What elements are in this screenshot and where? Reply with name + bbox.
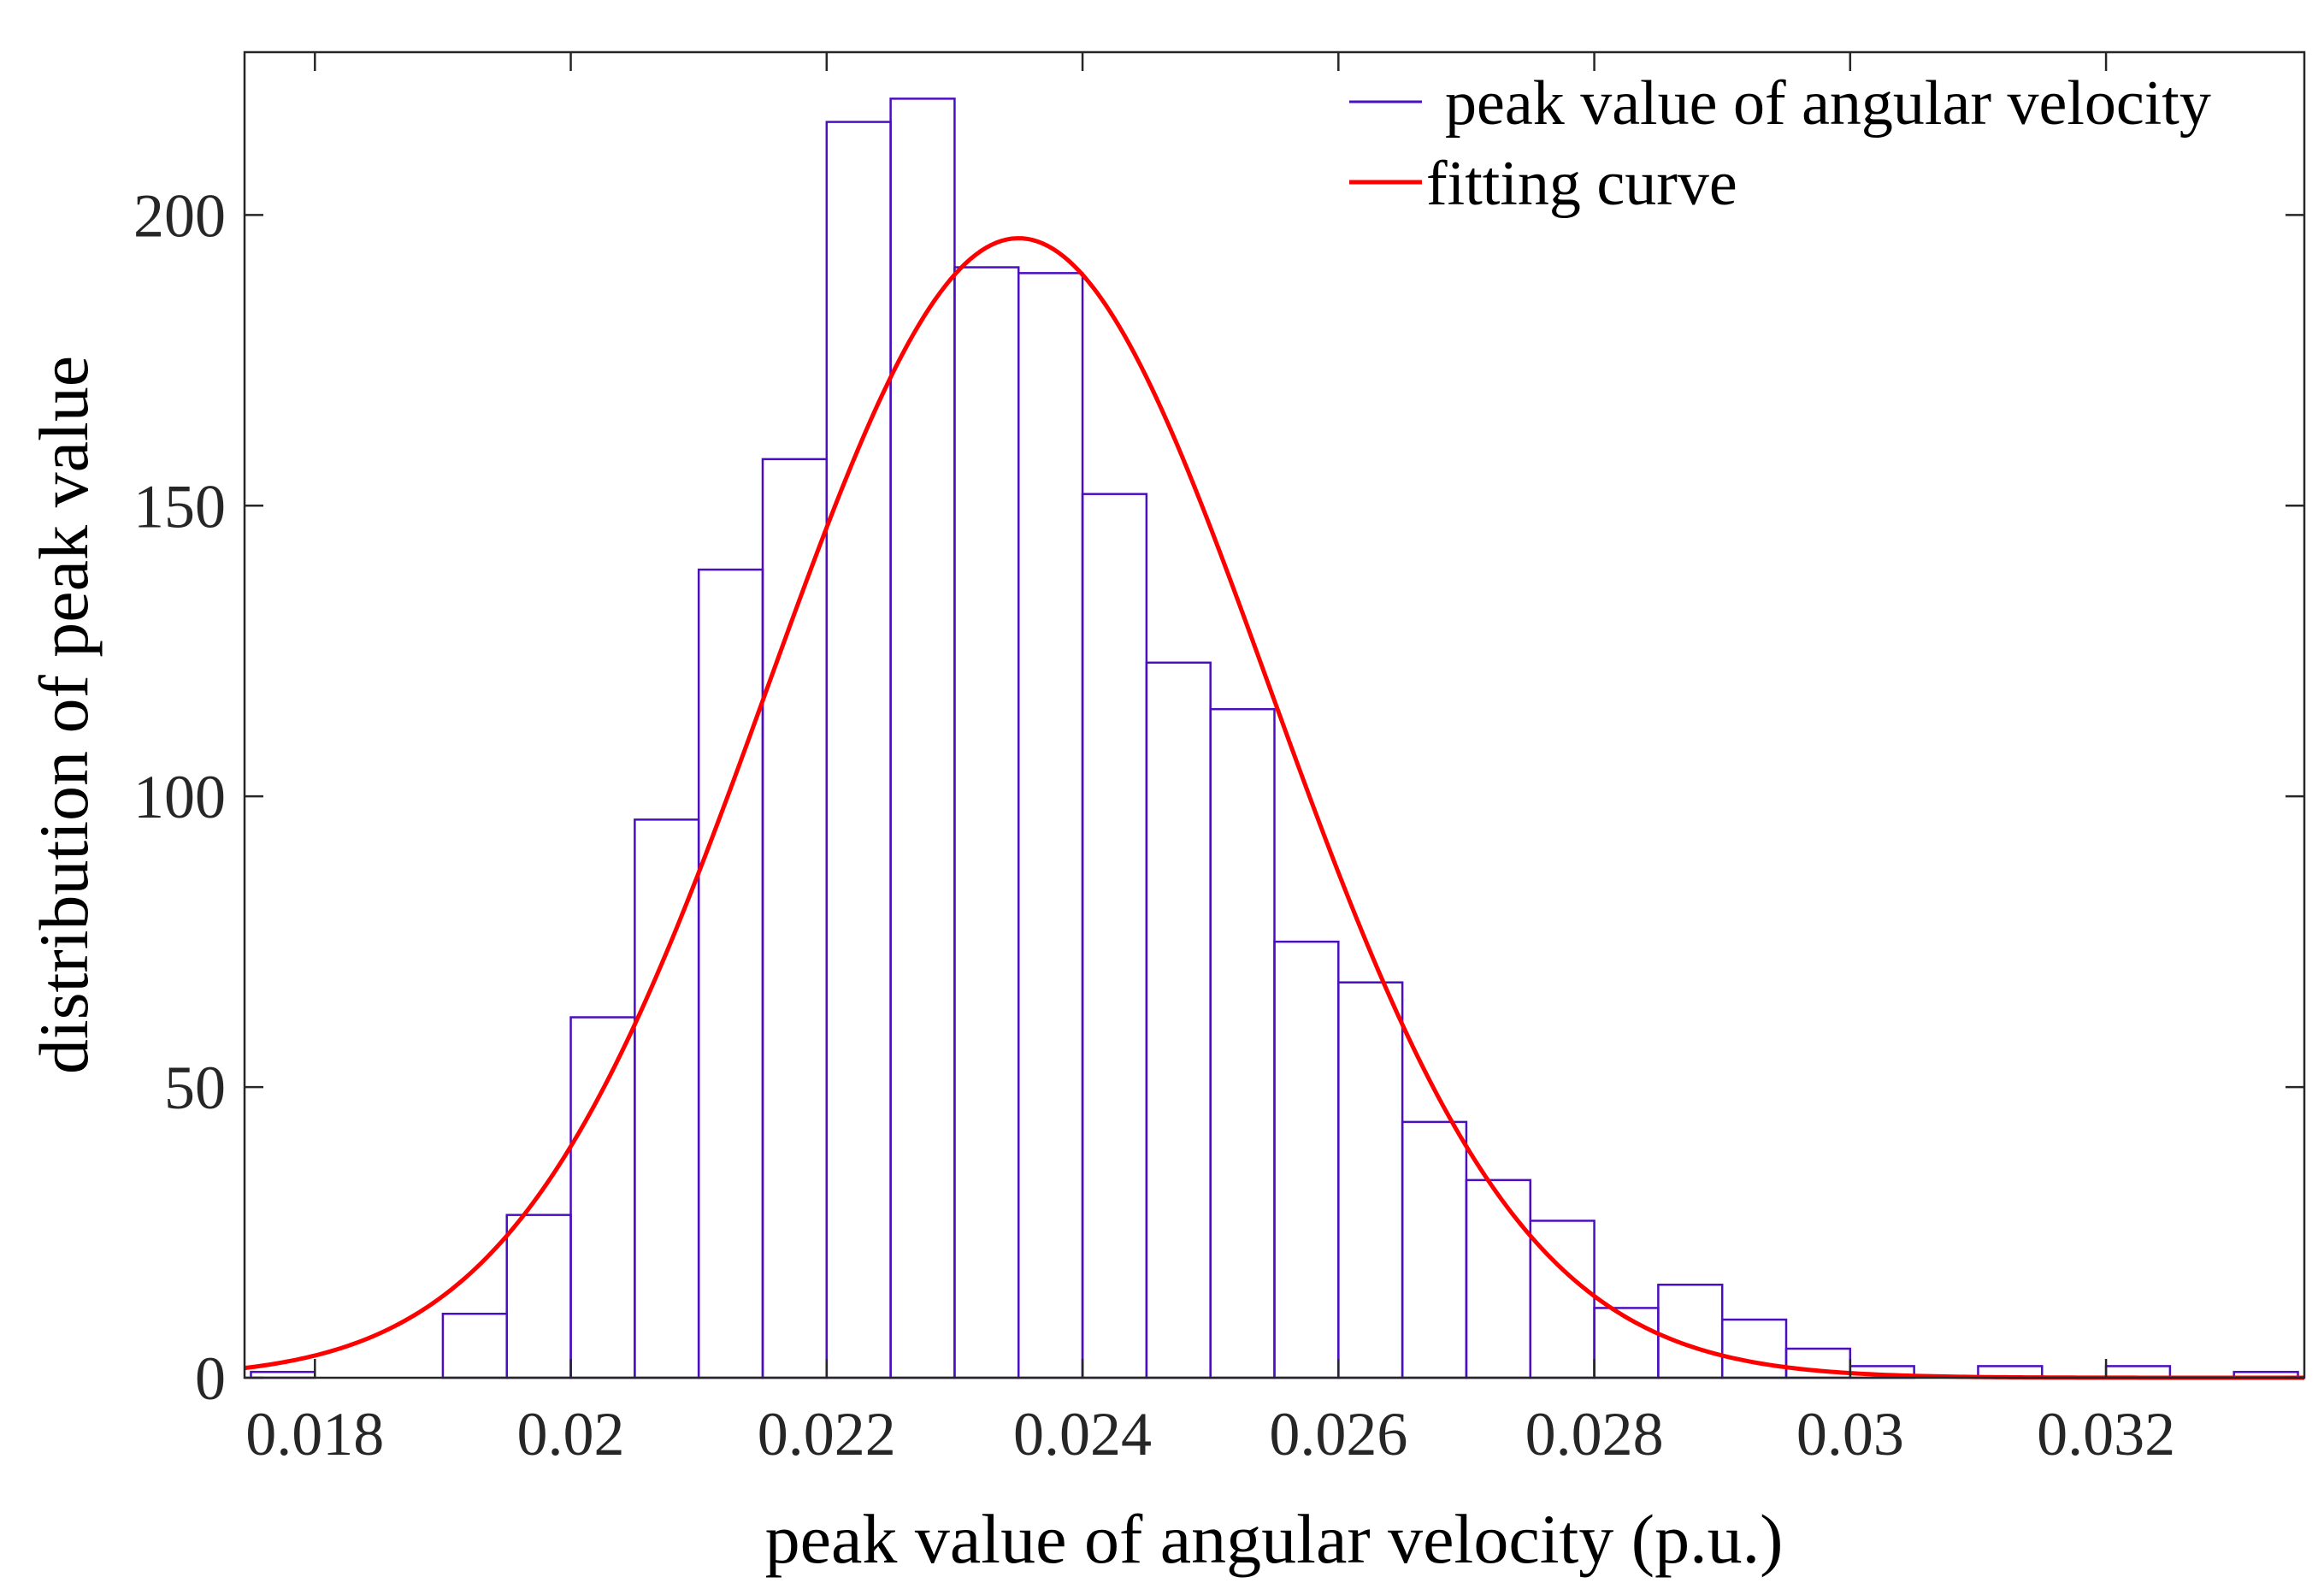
legend: peak value of angular velocity fitting c… — [1349, 68, 2211, 219]
legend-histogram-label: peak value of angular velocity — [1445, 68, 2211, 139]
y-tick-label: 200 — [133, 181, 226, 250]
legend-fit-label: fitting curve — [1426, 149, 1737, 219]
x-tick-label: 0.02 — [517, 1400, 625, 1468]
y-tick-label: 0 — [195, 1344, 226, 1413]
x-tick-label: 0.022 — [758, 1400, 896, 1468]
y-tick-label: 100 — [133, 763, 226, 831]
x-tick-label: 0.028 — [1525, 1400, 1664, 1468]
x-tick-label: 0.03 — [1796, 1400, 1904, 1468]
x-tick-label: 0.026 — [1269, 1400, 1407, 1468]
x-tick-label: 0.032 — [2037, 1400, 2175, 1468]
plot-frame — [243, 50, 2306, 1379]
y-axis-label: distribution of peak value — [25, 356, 103, 1074]
x-tick-label: 0.018 — [245, 1400, 384, 1468]
y-tick-label: 150 — [133, 472, 226, 540]
x-axis-ticks: 0.018 0.02 0.022 0.024 0.026 0.028 0.03 0.032 — [245, 52, 2175, 1468]
y-axis-ticks: 0 50 100 150 200 — [133, 181, 2304, 1413]
y-tick-label: 50 — [164, 1054, 226, 1122]
axes — [243, 50, 2306, 1379]
x-axis-label: peak value of angular velocity (p.u.) — [765, 1500, 1784, 1578]
x-tick-label: 0.024 — [1013, 1400, 1152, 1468]
